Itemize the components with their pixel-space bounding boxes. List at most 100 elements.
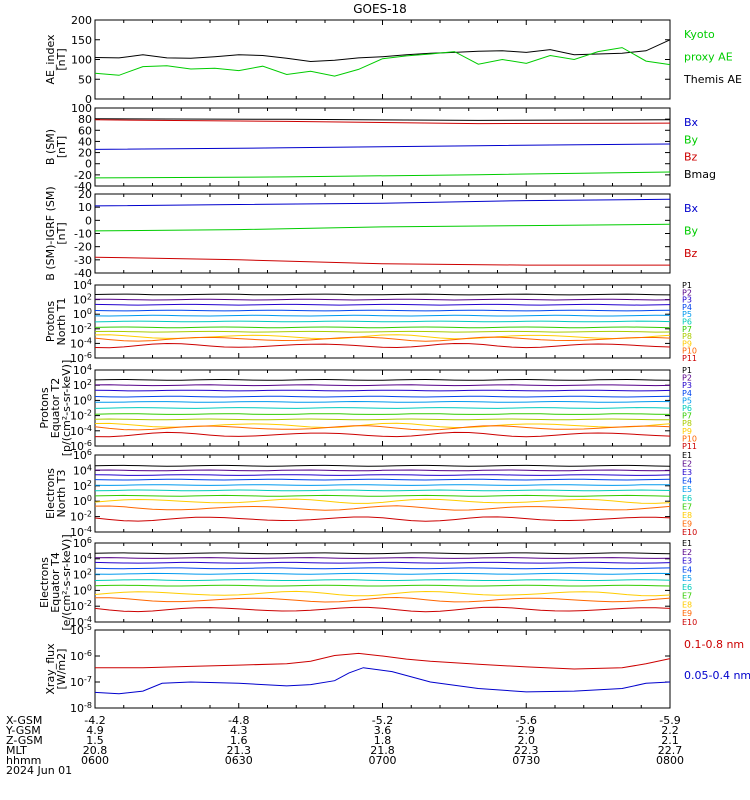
footer-value: -5.6 <box>516 714 537 727</box>
y-tick-label: -30 <box>74 254 92 267</box>
channel-label: E5 <box>682 574 692 583</box>
channel-line <box>94 384 671 387</box>
channel-line <box>94 330 671 333</box>
series-line <box>94 47 671 77</box>
channel-line <box>94 494 671 497</box>
y-tick-label: 10-7 <box>70 675 92 689</box>
channel-label: P1 <box>682 366 692 375</box>
figure-title: GOES-18 <box>353 2 407 16</box>
footer-value: 21.3 <box>227 744 252 757</box>
legend-entry: 0.1-0.8 nm <box>684 638 744 651</box>
channel-label: P7 <box>682 325 692 334</box>
footer-value: 20.8 <box>83 744 108 757</box>
y-axis-label: Xray_flux[W/m2] <box>44 643 68 695</box>
legend-entry: Themis AE <box>683 73 742 86</box>
y-tick-label: 60 <box>78 124 92 137</box>
channel-line <box>94 478 671 481</box>
channel-label: P5 <box>682 310 692 319</box>
channel-label: E4 <box>682 565 692 574</box>
channel-label: E6 <box>682 494 692 503</box>
footer-value: -4.8 <box>228 714 249 727</box>
footer-row-label: X-GSM <box>6 714 42 727</box>
y-tick-label: 80 <box>78 113 92 126</box>
y-tick-label: 100 <box>71 54 92 67</box>
footer-row-label: Z-GSM <box>6 734 43 747</box>
footer-value: 0730 <box>512 754 540 767</box>
y-axis-label: ProtonsNorth T1 <box>44 298 68 346</box>
y-tick-label: 102 <box>73 293 92 307</box>
footer-row-label: hhmm <box>6 754 41 767</box>
channel-line <box>94 552 671 555</box>
channel-line <box>94 489 671 492</box>
footer-value: 21.8 <box>370 744 395 757</box>
channel-label: E6 <box>682 583 692 592</box>
y-tick-label: 10-4 <box>70 336 92 350</box>
y-tick-label: 50 <box>78 73 92 86</box>
channel-line <box>94 303 671 306</box>
y-tick-label: -40 <box>74 180 92 193</box>
y-tick-label: 102 <box>73 479 92 493</box>
series-line <box>94 198 671 207</box>
y-tick-label: 104 <box>73 278 92 292</box>
channel-line <box>94 516 671 522</box>
channel-label: E1 <box>682 539 692 548</box>
channel-line <box>94 320 671 323</box>
y-tick-label: 150 <box>71 34 92 47</box>
y-axis-label: B (SM)[nT] <box>44 129 68 165</box>
channel-label: E8 <box>682 600 692 609</box>
channel-line <box>94 572 671 575</box>
legend-entry: Bx <box>684 202 699 215</box>
channel-line <box>94 596 671 603</box>
channel-line <box>94 464 671 467</box>
channel-line <box>94 407 671 409</box>
channel-label: P9 <box>682 339 692 348</box>
y-tick-label: 100 <box>73 583 92 597</box>
legend-entry: Bmag <box>684 168 716 181</box>
channel-line <box>94 314 671 317</box>
channel-line <box>95 298 671 301</box>
y-tick-label: 10-4 <box>70 525 92 539</box>
y-tick-label: 10 <box>78 201 92 214</box>
channel-line <box>94 425 671 431</box>
channel-line <box>94 400 671 403</box>
footer-value: 0700 <box>369 754 397 767</box>
legend-entry: Kyoto <box>684 28 715 41</box>
footer-value: 4.3 <box>230 724 248 737</box>
channel-label: E10 <box>682 618 697 627</box>
channel-label: E2 <box>682 460 692 469</box>
y-axis-label: ProtonsEquator T2[p/(cm²-s-sr-keV)] <box>38 360 73 457</box>
channel-label: P3 <box>682 296 692 305</box>
footer-value: 1.6 <box>230 734 248 747</box>
channel-line <box>94 326 671 329</box>
footer-value: 0800 <box>656 754 684 767</box>
y-tick-label: 10-6 <box>70 351 92 365</box>
series-line <box>94 667 671 695</box>
channel-label: E3 <box>682 557 692 566</box>
channel-line <box>94 395 671 398</box>
channel-label: P6 <box>682 404 692 413</box>
y-tick-label: -20 <box>74 241 92 254</box>
panel-frame <box>94 193 671 274</box>
channel-line <box>94 418 671 421</box>
y-tick-label: 100 <box>71 102 92 115</box>
y-tick-label: 104 <box>73 363 92 377</box>
y-tick-label: 20 <box>78 188 92 201</box>
footer-value: 22.3 <box>514 744 539 757</box>
panel-frame <box>94 19 671 100</box>
y-tick-label: 200 <box>71 14 92 27</box>
channel-label: E4 <box>682 477 692 486</box>
legend-entry: proxy AE <box>684 51 733 64</box>
panel-1: 200 150 100 50 0 AE_index[nT] Kyoto proxy AE The… <box>44 14 742 106</box>
y-tick-label: 40 <box>78 135 92 148</box>
channel-label: P9 <box>682 427 692 436</box>
y-tick-label: 10-2 <box>70 510 92 524</box>
channel-line <box>94 505 671 511</box>
y-tick-label: 10-4 <box>70 615 92 629</box>
y-axis-label: ElectronsNorth T3 <box>44 468 68 519</box>
